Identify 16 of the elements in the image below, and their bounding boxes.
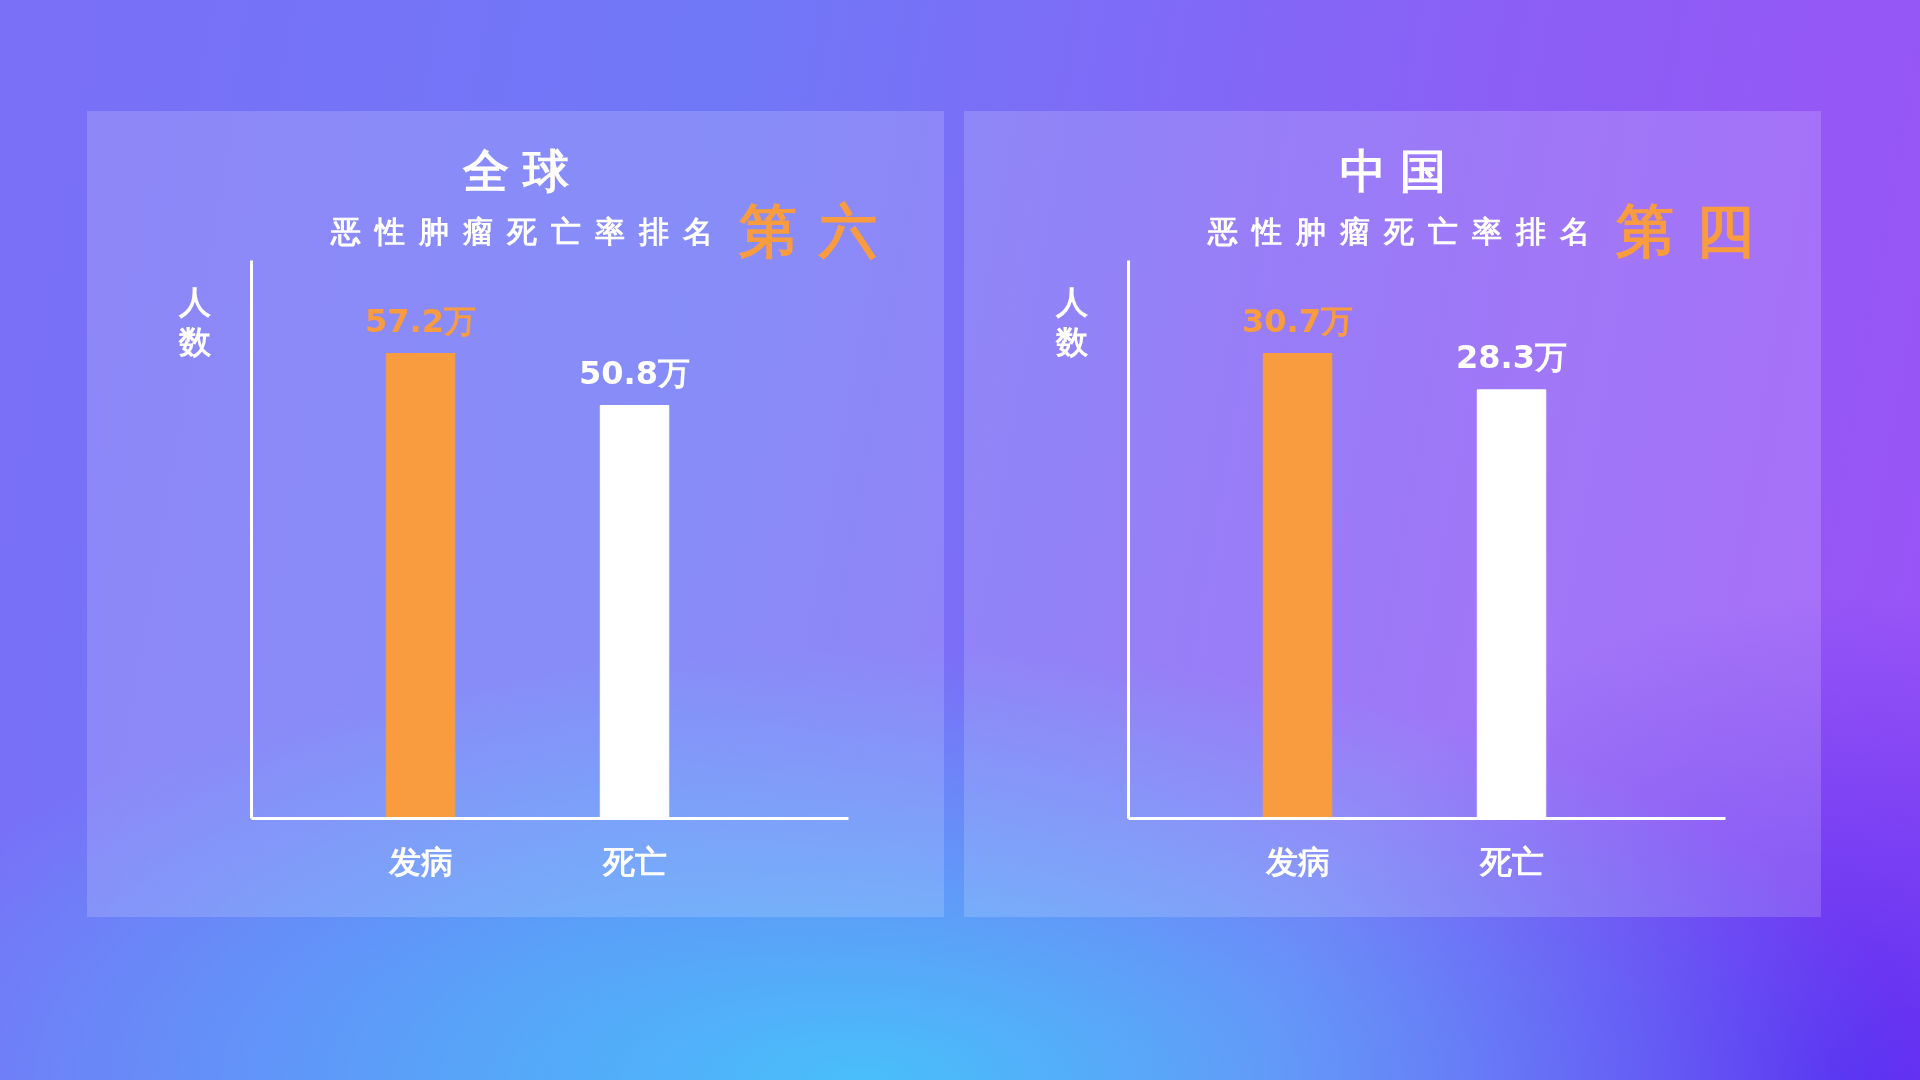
data-label: 50.8万: [579, 353, 690, 392]
chart-title: 全球: [462, 144, 583, 198]
data-label: 30.7万: [1242, 301, 1354, 340]
data-label: 57.2万: [365, 301, 477, 340]
chart-subtitle: 恶性肿瘤死亡率排名: [1208, 213, 1604, 251]
text: 第六: [739, 197, 899, 265]
x-tick-label: 发病: [387, 842, 453, 881]
x-tick-label: 死亡: [1478, 842, 1544, 881]
text: 第四: [1616, 197, 1776, 265]
y-axis-title: 人数: [1056, 282, 1088, 362]
x-tick-label: 死亡: [601, 842, 667, 881]
data-label: 28.3万: [1456, 337, 1567, 376]
chart-subtitle: 恶性肿瘤死亡率排名: [331, 213, 727, 251]
y-axis-title: 人数: [179, 282, 211, 362]
x-tick-label: 发病: [1264, 842, 1330, 881]
chart-title: 中国: [1339, 144, 1460, 198]
